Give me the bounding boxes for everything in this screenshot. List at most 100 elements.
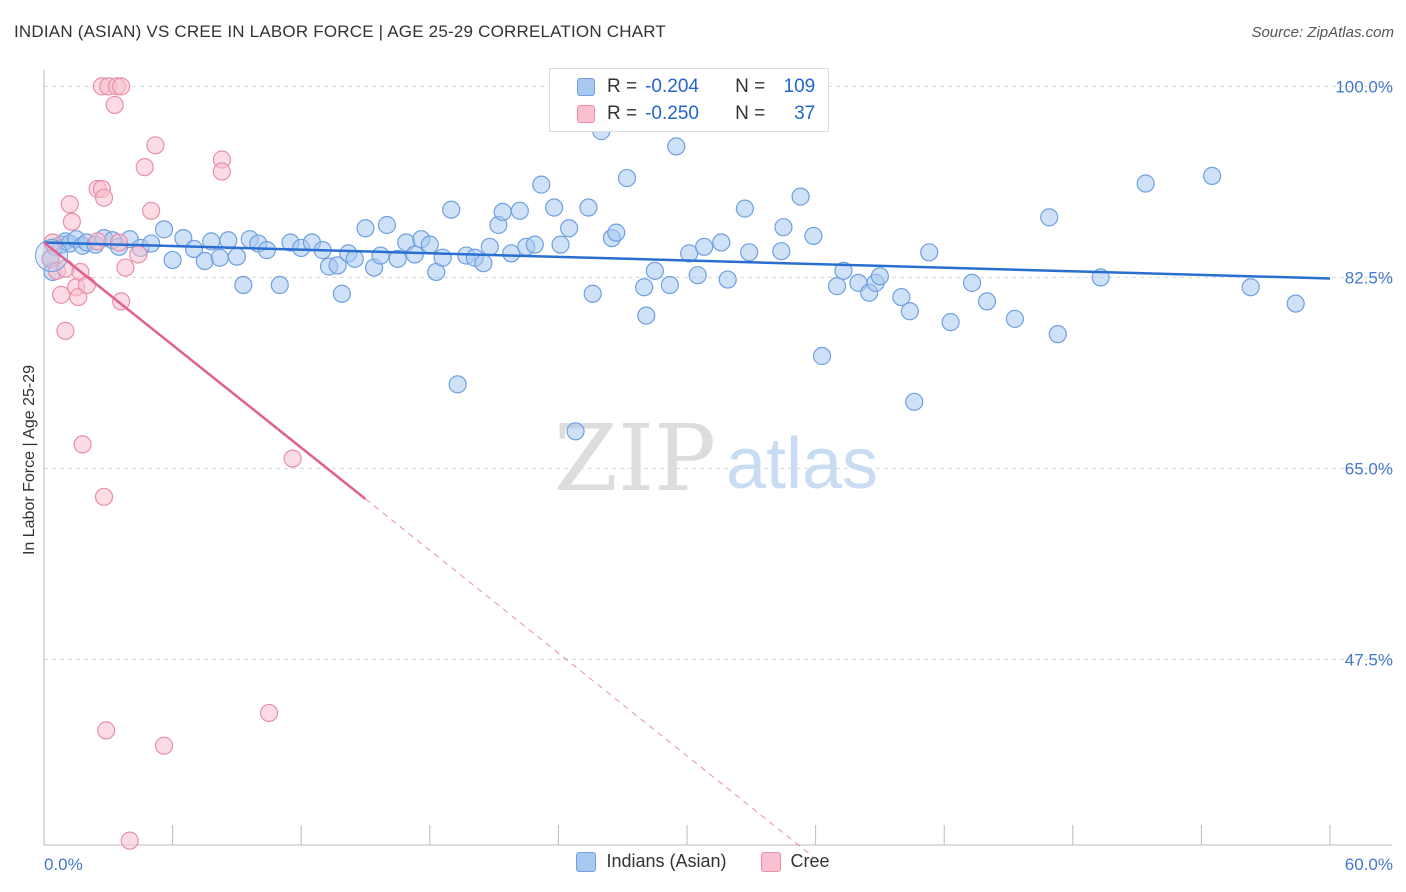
legend-row-cree: R = -0.250 N = 37 — [550, 101, 815, 127]
point-indians — [480, 237, 499, 256]
point-cree — [283, 449, 302, 468]
point-indians — [154, 220, 174, 239]
point-indians — [579, 198, 598, 217]
data-points — [35, 77, 1305, 850]
point-indians — [227, 247, 246, 266]
point-indians — [1136, 174, 1155, 193]
point-indians — [356, 219, 375, 238]
point-cree — [146, 136, 165, 155]
point-indians — [635, 278, 654, 297]
x-tick-label: 0.0% — [44, 855, 83, 874]
point-indians — [645, 261, 664, 280]
watermark-atlas: atlas — [726, 424, 878, 504]
point-indians — [812, 346, 832, 366]
watermark: ZIP atlas — [554, 405, 878, 512]
point-indians — [617, 168, 637, 188]
trend-lines — [43, 241, 1331, 858]
legend-item-cree: Cree — [760, 851, 830, 872]
point-indians — [371, 246, 390, 265]
point-cree — [88, 232, 107, 251]
point-indians-cluster — [35, 239, 69, 273]
point-indians — [184, 239, 204, 259]
gridlines — [44, 85, 1392, 660]
x-tick-label: 60.0% — [1345, 855, 1393, 874]
point-indians — [962, 273, 982, 292]
trend-line-cree-extension — [365, 498, 814, 858]
point-indians — [920, 243, 939, 262]
point-indians — [377, 215, 397, 235]
point-cree — [62, 212, 81, 231]
axes — [43, 70, 1392, 846]
point-indians — [827, 277, 847, 296]
point-indians — [474, 254, 493, 273]
point-cree — [129, 245, 148, 264]
tick-labels: 100.0% 82.5% 65.0% 47.5% 0.0% 60.0% — [44, 77, 1393, 874]
point-indians — [870, 267, 890, 286]
legend-item-indians: Indians (Asian) — [576, 851, 727, 872]
point-indians — [941, 313, 960, 332]
point-cree — [112, 77, 131, 96]
legend-label-indians: Indians (Asian) — [606, 851, 727, 871]
y-tick-label: 65.0% — [1345, 459, 1393, 478]
point-cree — [135, 158, 154, 177]
legend-label-cree: Cree — [790, 851, 830, 871]
point-indians — [774, 218, 793, 237]
point-cree — [73, 435, 92, 454]
legend-r-value: -0.204 — [645, 76, 699, 97]
point-cree — [56, 321, 75, 340]
point-indians — [442, 200, 461, 219]
point-indians — [688, 266, 707, 285]
point-indians — [195, 251, 214, 271]
point-indians — [680, 244, 699, 263]
point-indians — [892, 287, 911, 307]
point-indians — [791, 187, 810, 206]
watermark-zip: ZIP — [554, 405, 716, 512]
legend-swatch-cree — [760, 851, 781, 872]
point-indians — [977, 292, 997, 311]
point-indians — [388, 249, 407, 268]
legend-n-value: 37 — [794, 103, 816, 124]
point-cree — [212, 162, 231, 181]
point-indians — [405, 245, 424, 264]
point-indians — [740, 243, 759, 262]
point-indians — [210, 248, 229, 267]
point-indians — [510, 201, 529, 220]
point-indians — [712, 233, 731, 252]
point-indians — [332, 284, 352, 303]
legend-swatch-cree — [577, 105, 595, 123]
point-cree — [60, 195, 79, 214]
point-indians — [695, 237, 714, 256]
point-indians — [905, 392, 924, 411]
legend-n-label: N = — [735, 76, 766, 97]
point-cree — [112, 292, 131, 311]
point-indians — [502, 244, 521, 263]
point-indians — [637, 306, 656, 325]
point-indians — [1286, 294, 1305, 313]
point-indians — [772, 242, 791, 261]
point-indians — [560, 219, 579, 238]
point-indians — [328, 256, 347, 275]
point-cree — [105, 95, 124, 115]
point-cree — [94, 487, 114, 506]
point-cree — [116, 258, 135, 277]
legend-r-value: -0.250 — [645, 103, 699, 124]
point-indians — [718, 270, 737, 289]
point-cree — [97, 721, 116, 740]
trend-line-cree — [43, 241, 367, 500]
point-indians — [804, 226, 823, 246]
chart-title: INDIAN (ASIAN) VS CREE IN LABOR FORCE | … — [14, 22, 666, 41]
point-cree — [109, 233, 129, 252]
point-cree — [77, 275, 96, 295]
legend-swatch-indians — [577, 78, 595, 96]
point-indians — [1040, 208, 1059, 227]
chart-source: Source: ZipAtlas.com — [1251, 24, 1394, 41]
point-indians — [551, 235, 570, 254]
legend-n-label: N = — [735, 103, 766, 124]
point-indians — [660, 275, 679, 295]
point-cree — [142, 201, 161, 220]
point-indians — [525, 235, 544, 254]
legend-swatch-indians — [576, 851, 597, 872]
point-indians — [420, 235, 439, 254]
point-cree — [52, 285, 71, 304]
